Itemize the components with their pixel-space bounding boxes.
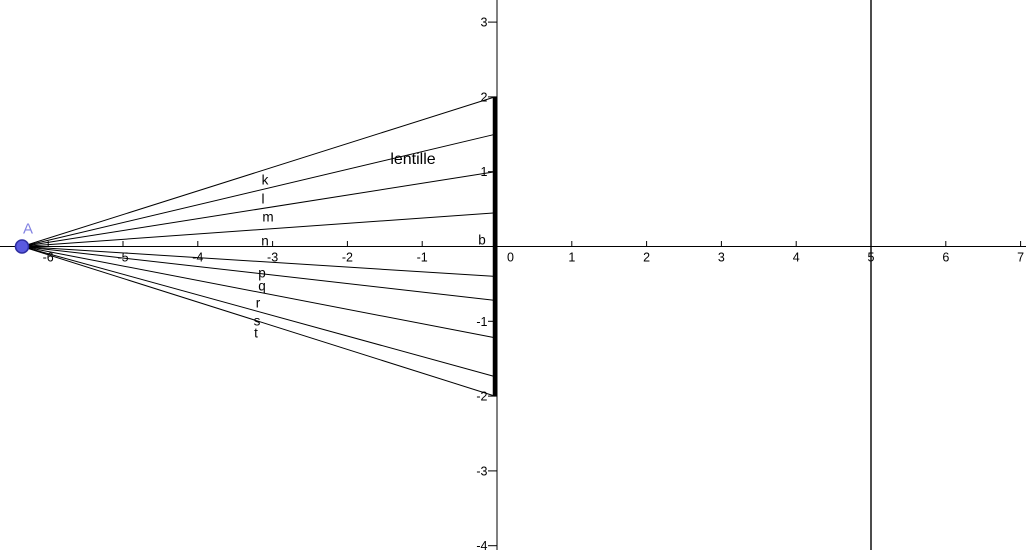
x-tick-label: 1 — [568, 251, 575, 265]
x-tick-label: -1 — [417, 251, 428, 265]
y-tick-label: -3 — [476, 464, 487, 478]
x-tick-label: 6 — [942, 251, 949, 265]
ray-n[interactable] — [21, 212, 496, 247]
y-tick-label: 2 — [481, 90, 488, 104]
y-tick-label: 1 — [481, 165, 488, 179]
ray-label-s[interactable]: s — [253, 313, 261, 329]
ray-label-l[interactable]: l — [261, 191, 265, 207]
y-tick-label: 3 — [481, 16, 488, 30]
y-tick-label: -2 — [476, 390, 487, 404]
ray-label-r[interactable]: r — [255, 295, 261, 311]
ray-t[interactable] — [21, 246, 496, 397]
x-tick-label: 7 — [1017, 251, 1024, 265]
point-a-label[interactable]: A — [22, 220, 34, 238]
x-tick-label: -3 — [267, 251, 278, 265]
ray-label-p[interactable]: p — [258, 265, 266, 281]
ray-label-n[interactable]: n — [261, 233, 269, 249]
x-tick-label: 2 — [643, 251, 650, 265]
ray-label-t[interactable]: t — [254, 325, 258, 341]
lens-caption[interactable]: lentille — [390, 151, 436, 168]
point-a[interactable] — [14, 239, 30, 254]
x-tick-label: -6 — [43, 251, 54, 265]
ray-label-m[interactable]: m — [262, 209, 274, 225]
y-tick-label: -4 — [476, 539, 487, 550]
ray-label-q[interactable]: q — [258, 278, 266, 294]
y-tick-label: -1 — [476, 315, 487, 329]
x-tick-label: 3 — [718, 251, 725, 265]
x-tick-label: -2 — [342, 251, 353, 265]
ray-k[interactable] — [21, 96, 496, 247]
label-b[interactable]: b — [478, 232, 486, 248]
ray-q[interactable] — [21, 246, 496, 301]
x-tick-label: 0 — [507, 251, 514, 265]
ray-l[interactable] — [21, 133, 496, 247]
ray-label-k[interactable]: k — [261, 172, 269, 188]
x-tick-label: 4 — [793, 251, 800, 265]
ray-m[interactable] — [21, 171, 496, 247]
ray-r[interactable] — [21, 246, 496, 339]
ray-s[interactable] — [21, 246, 496, 378]
ray-p[interactable] — [21, 246, 496, 277]
